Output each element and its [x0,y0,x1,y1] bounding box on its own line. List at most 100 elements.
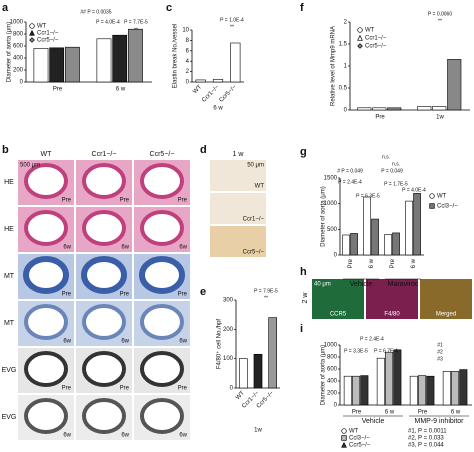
y-tick-label: 1000 [324,201,338,207]
x-tick-label: 6 w [385,410,395,416]
annotation: P = 2.4E-4 [338,179,362,185]
annotation: #1 [437,342,443,348]
row-label: MT [4,273,15,280]
bar [49,47,65,83]
annotation: P = 0.049 [381,168,403,174]
aorta-section [140,210,184,246]
image-label: WT [255,184,265,190]
legend-marker: #333333 [341,441,347,448]
panel-letter: f [300,2,304,14]
bar [442,371,451,406]
y-tick-label: 0 [230,386,234,392]
panel-letter: a [2,2,9,14]
timepoint-label: 6w [121,433,129,439]
x-axis-label: 6 w [213,106,223,112]
row-label: HE [4,226,14,233]
column-header: Ccr5−/− [150,151,175,158]
y-tick-label: 200 [13,68,24,74]
x-tick-label: WT [235,390,246,401]
y-tick-label: 800 [13,32,24,38]
annotation: P = 1.0E-4 [220,17,244,23]
bar [418,375,427,406]
timepoint-label: Pre [178,198,188,204]
legend-label: WT [365,28,375,34]
x-axis-label: 1w [254,428,262,434]
x-tick-label: Pre [375,115,385,121]
panel-letter: b [2,144,9,156]
annotation: P = 4.0E-4 [402,187,426,193]
y-axis-label: Relative level of Mmp9 mRNA [331,26,337,106]
legend-label: Ccr5−/− [349,443,371,449]
x-tick-label: 6 w [411,258,417,268]
annotation: #2 [437,349,443,355]
bar [212,79,224,83]
group-label: MMP-9 inhibitor [414,418,464,425]
bar [426,375,435,406]
legend-label: Ccr5−/− [365,44,387,50]
aorta-section [24,210,68,246]
x-tick-label: 6 w [369,258,375,268]
timepoint-label: 6w [121,245,129,251]
y-tick-label: 400 [13,56,24,62]
bar [417,106,432,111]
y-axis-label: Diameter of aorta (μm) [7,22,13,82]
legend-label: Ccl3−/− [437,204,458,210]
annotation: n.s. [382,154,390,160]
annotation: P = 2.4E-4 [360,336,384,342]
y-tick-label: 600 [13,44,24,50]
legend-marker: #888888 [357,43,363,49]
y-tick-label: 600 [327,367,338,373]
aorta-section [82,304,126,340]
y-tick-label: 4 [186,59,190,65]
timepoint-label: Pre [120,292,130,298]
legend-label: Ccr1−/− [365,36,387,42]
time-label: 1 w [233,151,245,158]
timepoint-label: 6w [179,339,187,345]
timepoint-label: Pre [62,386,72,392]
timepoint-label: 6w [63,339,71,345]
bar [413,193,421,256]
bar [352,375,361,406]
group-label: Maraviroc [388,281,419,288]
annotation: n.s. [392,161,400,167]
bar [385,351,394,406]
micrograph [312,279,364,319]
legend-marker: #ffffff [29,23,35,29]
bar [447,59,462,111]
bar [96,38,112,83]
y-axis-label: Diameter of aorta (μm) [321,186,327,246]
legend-label: Ccr5−/− [37,38,59,44]
bar [387,107,402,111]
aorta-section [82,210,126,246]
aorta-section [24,304,68,340]
y-tick-label: 800 [327,355,338,361]
note: #1, P = 0.0011 [408,429,447,435]
bar [65,46,80,83]
panel-letter: g [300,146,307,158]
bar [432,106,447,111]
x-tick-label: 1w [436,115,444,121]
aorta-section [81,256,127,294]
row-label: HE [4,179,14,186]
y-tick-label: 0 [344,108,348,114]
aorta-section [82,163,126,199]
timepoint-label: 6w [179,245,187,251]
bar [393,349,402,406]
annotation: ** [134,27,138,33]
group-label: Vehicle [362,418,385,425]
y-tick-label: 0 [186,80,190,86]
annotation: ** [438,18,442,24]
x-tick-label: Pre [53,87,63,93]
x-tick-label: 6 w [451,410,461,416]
image-label: CCR5 [330,312,347,318]
group-label: Vehicle [350,281,373,288]
bar [268,317,277,389]
y-tick-label: 0 [20,80,24,86]
legend-marker: #222222 [29,29,35,36]
annotation: P = 0.0060 [428,11,452,17]
aorta-section [139,256,185,294]
micrograph [210,160,266,191]
bar [392,232,400,256]
aorta-section [23,256,69,294]
